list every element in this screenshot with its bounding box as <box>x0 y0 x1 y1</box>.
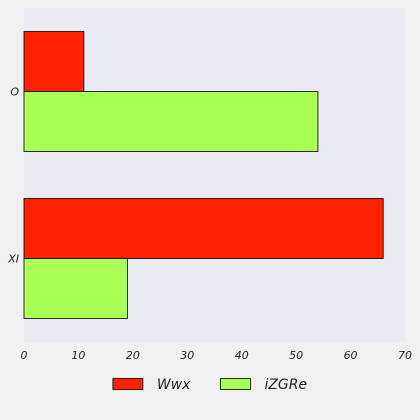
x-tick-label: 50 <box>289 349 303 362</box>
legend: Wwx iZGRe <box>112 377 307 393</box>
y-tick-label: O <box>10 86 19 99</box>
legend-swatch-Wwx <box>112 378 144 390</box>
x-tick-label: 30 <box>180 349 194 362</box>
x-tick-label: 40 <box>235 349 249 362</box>
x-tick-label: 0 <box>21 349 28 362</box>
bar-iZGRe-XI <box>23 258 128 319</box>
bar-Wwx-O <box>23 31 85 92</box>
bars-group <box>23 31 384 319</box>
bar-Wwx-XI <box>23 198 384 259</box>
legend-label-Wwx: Wwx <box>157 377 191 393</box>
legend-label-iZGRe: iZGRe <box>264 377 307 393</box>
x-tick-label: 20 <box>126 349 140 362</box>
bar-iZGRe-O <box>23 91 319 152</box>
x-tick-label: 10 <box>71 349 85 362</box>
x-tick-label: 60 <box>344 349 358 362</box>
y-tick-label: XI <box>7 253 19 266</box>
legend-swatch-iZGRe <box>220 378 251 390</box>
x-axis: 0 10 20 30 40 50 60 70 <box>21 349 413 362</box>
x-tick-label: 70 <box>398 349 412 362</box>
y-axis: O XI <box>7 86 19 266</box>
